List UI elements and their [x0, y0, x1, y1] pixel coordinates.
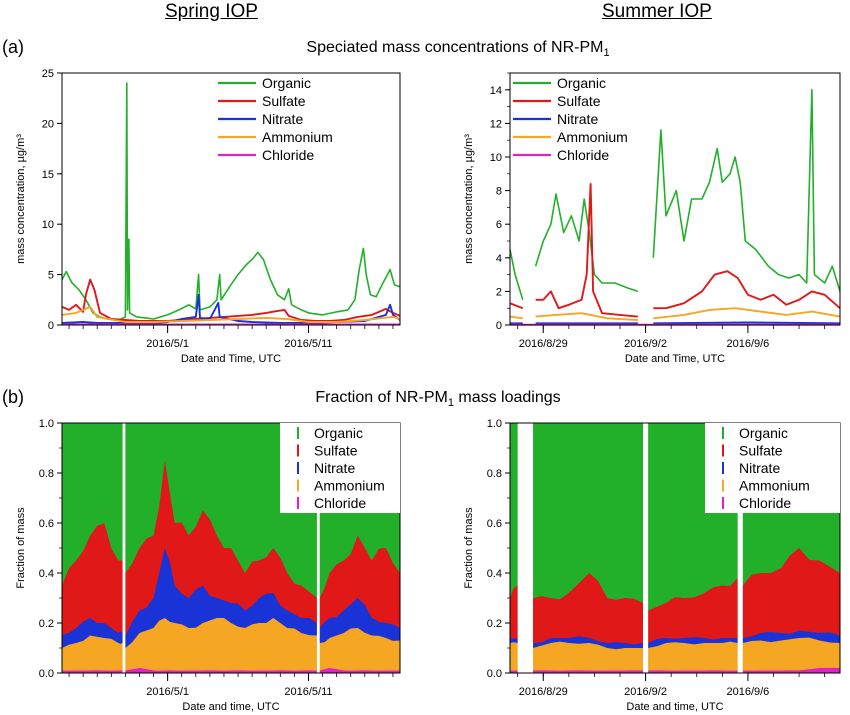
x-tick-label: 2016/8/29 — [519, 686, 568, 698]
data-gap-1 — [517, 423, 534, 673]
legend-label-sulfate: Sulfate — [314, 443, 358, 459]
legend-label-chloride: Chloride — [557, 147, 609, 163]
y-tick-label: 4 — [496, 253, 502, 265]
y-tick-label: 6 — [496, 219, 502, 231]
chloride-area — [510, 667, 840, 673]
legend-label-chloride: Chloride — [314, 495, 366, 511]
ammonium-series-line — [61, 305, 401, 323]
x-tick-label: 2016/5/11 — [284, 338, 332, 350]
x-tick-label: 2016/5/11 — [284, 686, 332, 698]
nitrate-series-line — [510, 321, 841, 325]
ammonium-area — [62, 618, 400, 673]
x-tick-label: 2016/9/6 — [726, 686, 769, 698]
y-tick-label: 12 — [490, 118, 502, 130]
y-tick-label: 0.6 — [487, 518, 502, 530]
y-tick-label: 0 — [48, 320, 54, 332]
x-tick-label: 2016/9/2 — [624, 338, 667, 350]
y-tick-label: 5 — [48, 270, 54, 282]
y-tick-label: 0.4 — [487, 568, 502, 580]
summer-concentration-chart: 0 2 4 6 8 10 12 14 2016/8/29 2016/9/2 2016/9/6Date… — [463, 72, 841, 365]
x-axis-label: Date and Time, UTC — [625, 353, 725, 365]
y-tick-label: 20 — [42, 118, 54, 130]
y-axis-label: Fraction of mass — [463, 507, 475, 589]
summer-fraction-chart: 0.0 0.2 0.4 0.6 0.8 1.0 2016/8/29 2016/9/2 2016/… — [463, 418, 841, 713]
x-axis-label: Date and time, UTC — [626, 701, 723, 713]
legend-label-sulfate: Sulfate — [557, 93, 601, 109]
x-tick-label: 2016/8/29 — [519, 338, 568, 350]
summer-iop-header: Summer IOP — [602, 1, 712, 22]
y-axis-label: mass concentration, µg/m³ — [15, 134, 27, 264]
y-tick-label: 15 — [42, 169, 54, 181]
legend-label-chloride: Chloride — [739, 495, 791, 511]
y-tick-label: 10 — [490, 152, 502, 164]
y-tick-label: 0.0 — [39, 668, 54, 680]
panel-b-title: Fraction of NR-PM1 mass loadings — [315, 389, 561, 410]
y-tick-label: 1.0 — [487, 418, 502, 430]
legend-label-ammonium: Ammonium — [739, 478, 810, 494]
legend-label-organic: Organic — [314, 425, 363, 441]
legend-label-ammonium: Ammonium — [557, 129, 628, 145]
y-tick-label: 8 — [496, 186, 502, 198]
legend-label-sulfate: Sulfate — [739, 443, 783, 459]
organic-series-line — [509, 89, 841, 301]
x-axis-label: Date and time, UTC — [182, 701, 279, 713]
x-tick-label: 2016/9/2 — [624, 686, 667, 698]
legend-label-ammonium: Ammonium — [314, 478, 385, 494]
data-gap-3 — [737, 423, 743, 673]
x-tick-label: 2016/5/1 — [146, 338, 189, 350]
spring-fraction-chart: 0.0 0.2 0.4 0.6 0.8 1.0 2016/5/1 2016/5/11 Date … — [15, 418, 401, 713]
y-tick-label: 0.8 — [487, 468, 502, 480]
legend-box — [705, 423, 840, 513]
y-tick-label: 2 — [496, 286, 502, 298]
y-tick-label: 1.0 — [39, 418, 54, 430]
y-tick-label: 0.0 — [487, 668, 502, 680]
legend-label-sulfate: Sulfate — [262, 93, 306, 109]
x-axis-label: Date and Time, UTC — [181, 353, 281, 365]
spring-iop-header: Spring IOP — [165, 1, 258, 22]
legend-label-nitrate: Nitrate — [262, 111, 303, 127]
legend-box — [280, 423, 400, 513]
panel-a-label: (a) — [2, 37, 24, 57]
panel-a-title: Speciated mass concentrations of NR-PM1 — [306, 39, 610, 60]
legend-label-organic: Organic — [262, 75, 311, 91]
y-tick-label: 0.2 — [487, 618, 502, 630]
legend-label-nitrate: Nitrate — [557, 111, 598, 127]
legend-label-nitrate: Nitrate — [739, 460, 780, 476]
y-tick-label: 25 — [42, 68, 54, 80]
y-tick-label: 0.2 — [39, 618, 54, 630]
y-tick-label: 0.8 — [39, 468, 54, 480]
sulfate-series-line — [61, 278, 401, 322]
plot-frame — [509, 72, 841, 326]
data-gap-2 — [643, 423, 649, 673]
legend-label-ammonium: Ammonium — [262, 129, 333, 145]
x-tick-label: 2016/5/1 — [146, 686, 189, 698]
sulfate-series-line — [509, 182, 841, 318]
plot-frame — [61, 72, 401, 326]
chloride-area — [62, 668, 400, 673]
y-axis-label: mass concentration, µg/m³ — [463, 134, 475, 264]
legend-label-nitrate: Nitrate — [314, 460, 355, 476]
legend-label-organic: Organic — [557, 75, 606, 91]
y-tick-label: 0.4 — [39, 568, 54, 580]
legend-label-chloride: Chloride — [262, 147, 314, 163]
y-tick-label: 0.6 — [39, 518, 54, 530]
y-tick-label: 14 — [490, 85, 502, 97]
panel-b-label: (b) — [2, 387, 24, 407]
y-tick-label: 0 — [496, 320, 502, 332]
ammonium-series-line — [509, 307, 841, 321]
y-tick-label: 10 — [42, 219, 54, 231]
data-gap-2 — [316, 423, 320, 673]
legend-label-organic: Organic — [739, 425, 788, 441]
ammonium-area — [510, 637, 840, 673]
y-axis-label: Fraction of mass — [15, 507, 27, 589]
x-tick-label: 2016/9/6 — [726, 338, 769, 350]
data-gap-1 — [122, 423, 126, 673]
